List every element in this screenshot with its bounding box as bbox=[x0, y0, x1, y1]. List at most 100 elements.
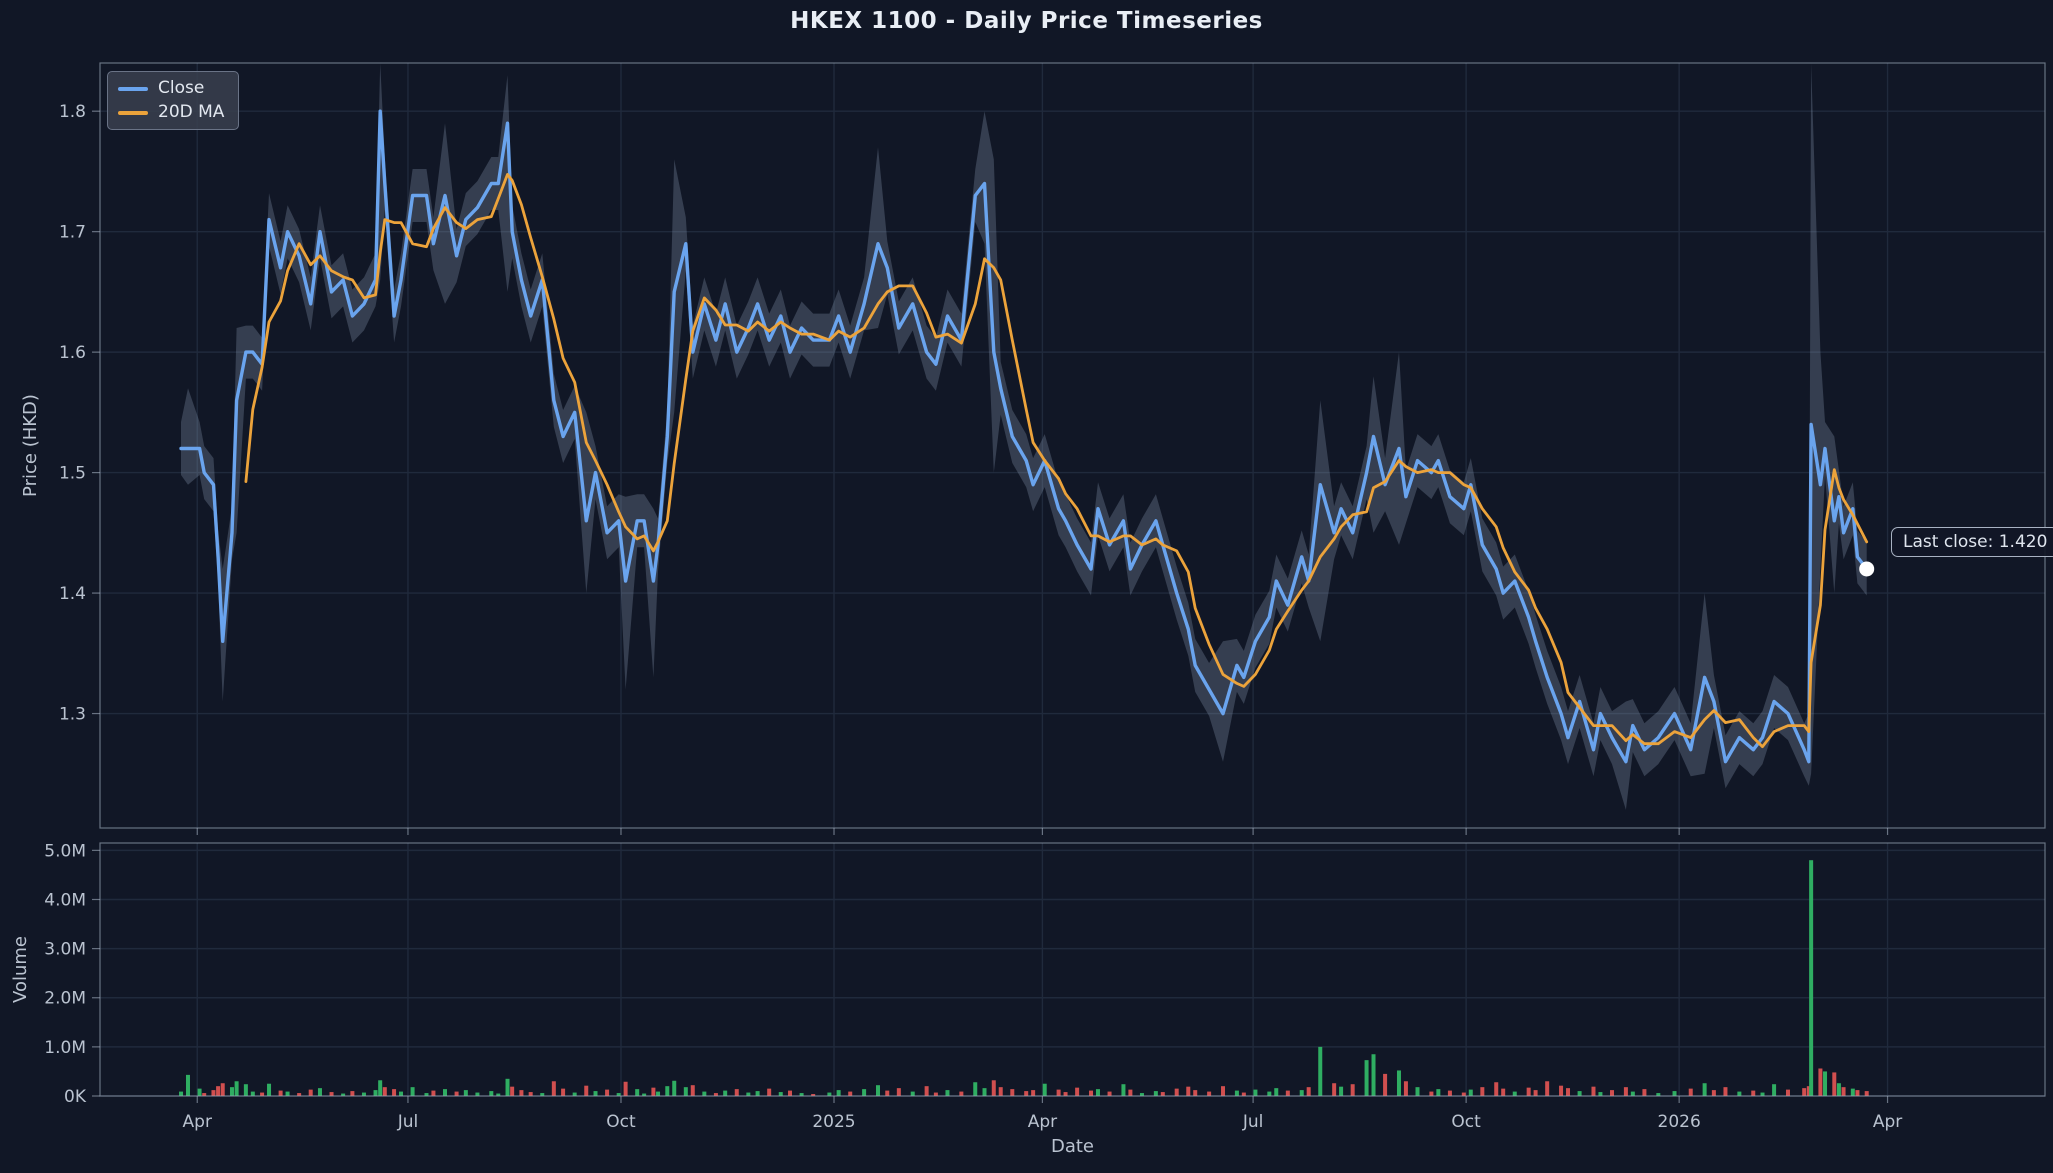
volume-bar-down bbox=[1623, 1087, 1628, 1096]
x-tick-label: Oct bbox=[606, 1112, 636, 1132]
volume-bar-up bbox=[399, 1091, 404, 1096]
volume-bar-down bbox=[1806, 1086, 1811, 1096]
chart-title: HKEX 1100 - Daily Price Timeseries bbox=[790, 8, 1263, 34]
volume-bar-down bbox=[767, 1088, 772, 1096]
volume-bar-down bbox=[1207, 1091, 1212, 1096]
volume-bar-up bbox=[982, 1088, 987, 1096]
volume-bar-down bbox=[998, 1087, 1003, 1096]
volume-bar-down bbox=[734, 1089, 739, 1096]
volume-bar-up bbox=[672, 1080, 677, 1096]
price-tick-label: 1.5 bbox=[59, 464, 86, 484]
legend-item-close: Close bbox=[118, 80, 224, 97]
x-tick-label: Apr bbox=[1873, 1112, 1902, 1132]
volume-bar-down bbox=[1591, 1086, 1596, 1096]
volume-bar-down bbox=[1802, 1088, 1807, 1096]
volume-bar-down bbox=[431, 1090, 436, 1096]
price-tick-label: 1.4 bbox=[59, 584, 86, 604]
volume-bar-up bbox=[489, 1091, 494, 1096]
volume-bar-down bbox=[1332, 1083, 1337, 1096]
volume-bar-up bbox=[229, 1087, 234, 1096]
volume-bar-up bbox=[572, 1092, 577, 1096]
volume-bar-up bbox=[1737, 1091, 1742, 1096]
volume-bar-down bbox=[1688, 1088, 1693, 1096]
volume-bar-down bbox=[382, 1087, 387, 1096]
volume-bar-up bbox=[234, 1081, 239, 1096]
volume-tick-label: 3.0M bbox=[44, 940, 86, 960]
volume-bar-down bbox=[933, 1092, 938, 1096]
volume-bar-down bbox=[1063, 1092, 1068, 1096]
volume-bar-down bbox=[1128, 1089, 1133, 1096]
volume-bar-down bbox=[1501, 1088, 1506, 1096]
volume-tick-label: 4.0M bbox=[44, 890, 86, 910]
price-tick-label: 1.7 bbox=[59, 223, 86, 243]
volume-bar-down bbox=[1832, 1072, 1837, 1096]
volume-bar-up bbox=[243, 1084, 248, 1096]
volume-bar-up bbox=[1836, 1083, 1841, 1096]
last-close-marker bbox=[1859, 561, 1875, 577]
volume-bar-up bbox=[361, 1092, 366, 1096]
volume-bar-up bbox=[1253, 1089, 1258, 1096]
volume-bar-up bbox=[475, 1092, 480, 1096]
close-line bbox=[179, 109, 1869, 764]
volume-bar-down bbox=[220, 1083, 225, 1096]
volume-bar-down bbox=[584, 1085, 589, 1096]
last-close-annotation: Last close: 1.420 bbox=[1891, 527, 2053, 557]
volume-bar-down bbox=[297, 1093, 302, 1096]
volume-bar-down bbox=[1785, 1089, 1790, 1096]
volume-bar-down bbox=[510, 1086, 515, 1096]
ma-line-swatch bbox=[118, 110, 148, 115]
volume-bar-up bbox=[723, 1090, 728, 1096]
volume-bar-down bbox=[1723, 1087, 1728, 1096]
x-tick-label: Apr bbox=[183, 1112, 212, 1132]
volume-bar-down bbox=[329, 1092, 334, 1096]
volume-bar-down bbox=[1075, 1087, 1080, 1096]
legend-label-close: Close bbox=[158, 78, 205, 98]
volume-bar-down bbox=[1429, 1091, 1434, 1096]
volume-bar-up bbox=[285, 1091, 290, 1096]
volume-bar-down bbox=[561, 1088, 566, 1096]
legend-label-ma: 20D MA bbox=[158, 102, 225, 122]
volume-bar-down bbox=[788, 1090, 793, 1096]
volume-axis-title: Volume bbox=[10, 936, 31, 1003]
volume-bar-down bbox=[713, 1093, 718, 1096]
volume-bar-down bbox=[1089, 1090, 1094, 1096]
volume-bar-up bbox=[1630, 1091, 1635, 1096]
volume-bar-down bbox=[1494, 1082, 1499, 1096]
volume-bar-down bbox=[690, 1085, 695, 1096]
volume-bar-up bbox=[250, 1091, 255, 1096]
volume-bar-down bbox=[1545, 1081, 1550, 1096]
volume-bar-down bbox=[811, 1094, 816, 1096]
volume-bar-down bbox=[1864, 1091, 1869, 1096]
volume-bar-up bbox=[1512, 1091, 1517, 1096]
volume-bar-up bbox=[862, 1089, 867, 1096]
volume-bar-down bbox=[1610, 1090, 1615, 1096]
volume-bar-up bbox=[1153, 1091, 1158, 1096]
volume-bar-up bbox=[1823, 1071, 1828, 1096]
volume-bar-up bbox=[1809, 860, 1814, 1096]
volume-bar-up bbox=[1415, 1087, 1420, 1096]
volume-bar-up bbox=[1656, 1093, 1661, 1096]
volume-bar-down bbox=[1559, 1085, 1564, 1096]
volume-bar-up bbox=[373, 1090, 378, 1096]
volume-bar-up bbox=[496, 1093, 501, 1096]
volume-bar-down bbox=[896, 1088, 901, 1096]
volume-bar-up bbox=[702, 1091, 707, 1096]
volume-bar-down bbox=[885, 1090, 890, 1096]
volume-bar-up bbox=[876, 1085, 880, 1096]
volume-bar-down bbox=[1818, 1068, 1823, 1096]
volume-bar-up bbox=[683, 1087, 688, 1096]
volume-bar-up bbox=[827, 1092, 832, 1096]
volume-bar-up bbox=[1371, 1054, 1376, 1096]
volume-bar-down bbox=[1306, 1087, 1311, 1096]
price-tick-label: 1.3 bbox=[59, 705, 86, 725]
price-axis-title: Price (HKD) bbox=[20, 394, 41, 497]
volume-panel-spine bbox=[99, 842, 2046, 1097]
volume-bar-up bbox=[1772, 1084, 1777, 1096]
volume-bar-down bbox=[1403, 1081, 1408, 1096]
volume-tick-label: 5.0M bbox=[44, 841, 86, 861]
volume-bar-down bbox=[1031, 1090, 1036, 1096]
volume-bar-up bbox=[1121, 1084, 1126, 1096]
volume-bar-up bbox=[1760, 1092, 1765, 1096]
volume-bar-up bbox=[1095, 1089, 1100, 1096]
